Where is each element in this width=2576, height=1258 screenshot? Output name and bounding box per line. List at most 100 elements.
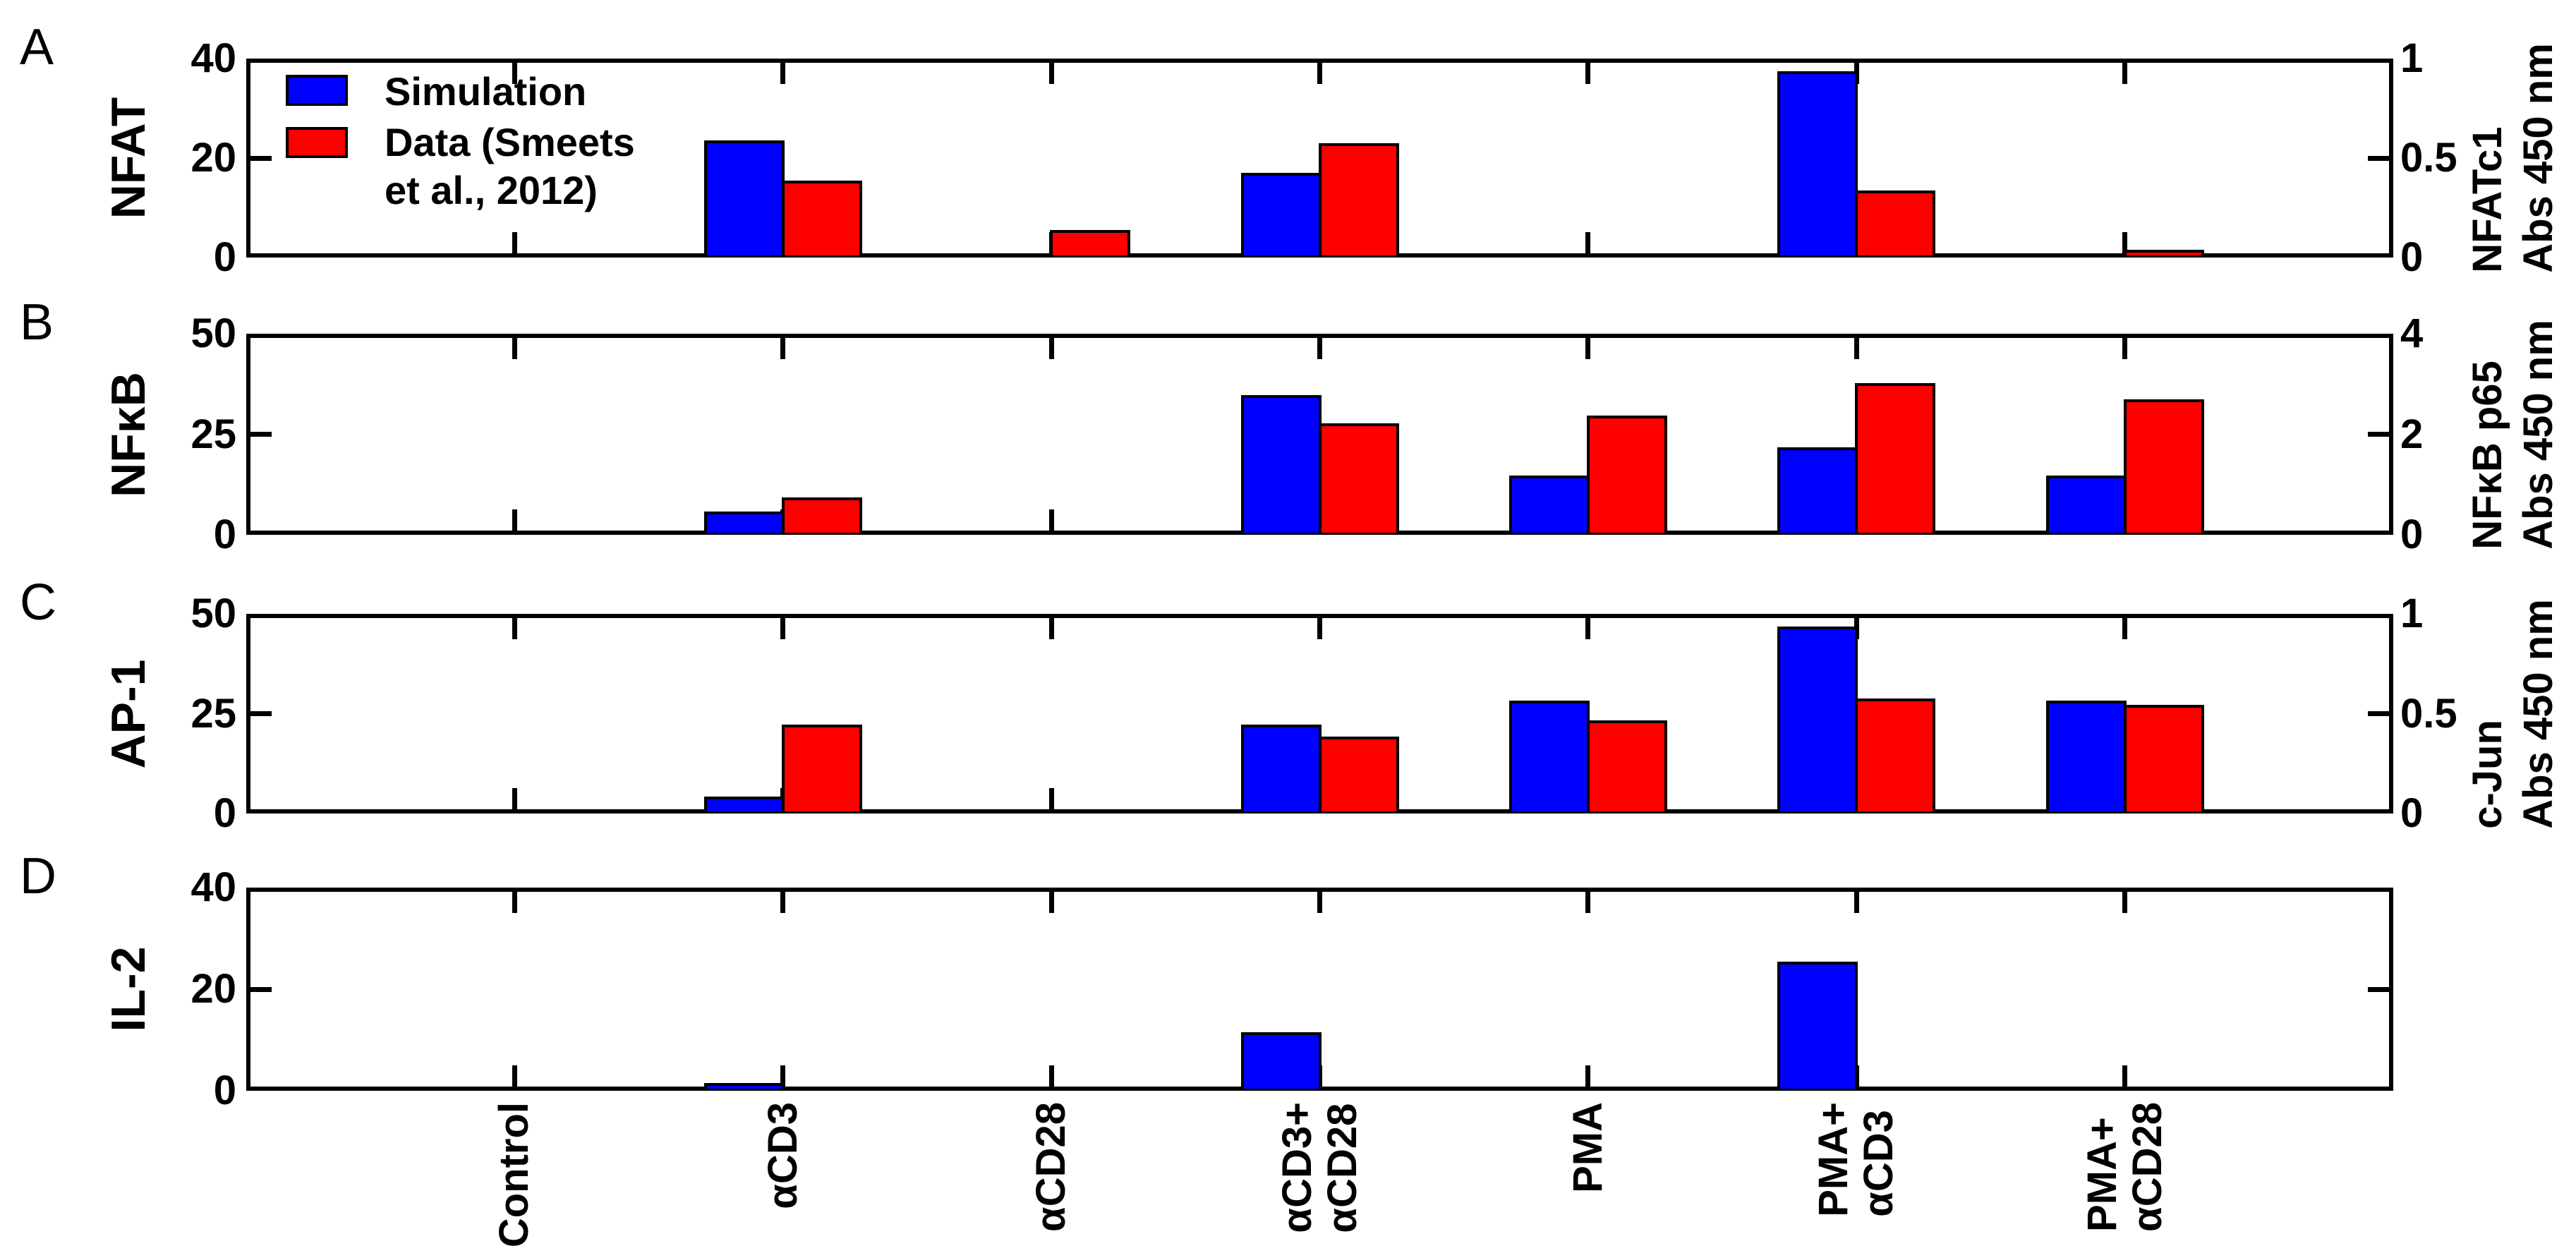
sim-bar-a-2 [703, 140, 785, 255]
panel-c-xtick-top [512, 618, 517, 639]
panel-b-right-ytick-2: 2 [2400, 411, 2424, 457]
panel-d-xtick-top [1585, 892, 1591, 913]
panel-c-letter: C [20, 574, 56, 631]
legend-label-data-line2: et al., 2012) [385, 168, 598, 212]
legend-label-simulation-line1: Simulation [385, 69, 587, 114]
data-bar-a-2 [781, 181, 862, 255]
sim-bar-a-4 [1240, 173, 1322, 255]
panel-c-right-ytick-0: 0 [2400, 790, 2424, 836]
panel-b-xtick-top [2122, 338, 2128, 359]
panel-b-right-ytick-4: 4 [2400, 310, 2424, 356]
panel-b-frame [246, 334, 2393, 535]
panel-c-frame [246, 614, 2393, 814]
sim-bar-d-2 [703, 1083, 785, 1089]
data-bar-b-4 [1318, 423, 1399, 533]
panel-d-xtick-top [512, 892, 517, 913]
data-bar-b-7 [2123, 399, 2204, 533]
panel-c-right-ytick-1: 1 [2400, 591, 2424, 636]
data-bar-c-5 [1586, 720, 1667, 811]
x-axis-label-6: PMA+ αCD3 [1810, 1102, 1902, 1217]
panel-d-xtick-bottom [780, 1065, 786, 1087]
sim-bar-b-5 [1508, 476, 1590, 533]
sim-bar-c-7 [2045, 701, 2127, 811]
panel-c-ytick-0: 0 [213, 790, 236, 836]
data-bar-c-2 [781, 725, 862, 811]
panel-b-right-midtick [2368, 432, 2389, 437]
panel-a-right-ytick-0: 0 [2400, 234, 2424, 280]
panel-d-letter: D [20, 848, 56, 905]
panel-a-ytick-40: 40 [191, 35, 236, 81]
x-axis-label-5: PMA [1564, 1102, 1611, 1193]
panel-b-ytick-25: 25 [191, 411, 236, 457]
panel-d-xtick-bottom [512, 1065, 517, 1087]
panel-c-ytick-50: 50 [191, 591, 236, 636]
sim-bar-c-4 [1240, 725, 1322, 811]
panel-b-right-axis-label: NFκB p65 Abs 450 nm [2465, 319, 2561, 550]
data-bar-b-2 [781, 497, 862, 533]
panel-a-right-midtick [2368, 155, 2389, 161]
panel-c-xtick-top [1048, 618, 1054, 639]
panel-a-xtick-top [512, 63, 517, 84]
panel-b-xtick-top [1317, 338, 1322, 359]
panel-a-xtick-top [1585, 63, 1591, 84]
panel-a-right-ytick-0.5: 0.5 [2400, 135, 2457, 181]
sim-bar-c-5 [1508, 701, 1590, 811]
panel-d-ytick-20: 20 [191, 966, 236, 1012]
panel-b-right-ytick-0: 0 [2400, 512, 2424, 557]
x-axis-label-7: PMA+ αCD28 [2079, 1102, 2170, 1232]
panel-a-right-ytick-1: 1 [2400, 35, 2424, 81]
panel-a-xtick-bottom [1585, 232, 1591, 253]
panel-d-ytick-40: 40 [191, 864, 236, 910]
panel-d-xtick-bottom [2122, 1065, 2128, 1087]
panel-d-left-midtick [250, 986, 272, 992]
panel-d-frame [246, 888, 2393, 1091]
panel-c-xtick-top [1585, 618, 1591, 639]
panel-d-xtick-bottom [1048, 1065, 1054, 1087]
panel-c-xtick-bottom [1048, 788, 1054, 809]
data-bar-c-4 [1318, 737, 1399, 811]
panel-c-right-midtick [2368, 711, 2389, 716]
panel-d-xtick-top [1317, 892, 1322, 913]
data-bar-a-6 [1855, 190, 1936, 255]
sim-bar-b-6 [1777, 447, 1858, 533]
data-bar-a-4 [1318, 143, 1399, 255]
data-bar-b-6 [1855, 383, 1936, 533]
legend-swatch-simulation [286, 75, 348, 106]
x-axis-label-4: αCD3+ αCD28 [1274, 1102, 1365, 1233]
panel-a-right-axis-label: NFATc1 Abs 450 nm [2465, 43, 2561, 273]
sim-bar-d-4 [1240, 1032, 1322, 1089]
panel-a-frame [246, 59, 2393, 258]
panel-a-letter: A [20, 19, 54, 75]
panel-d-xtick-top [780, 892, 786, 913]
sim-bar-b-2 [703, 512, 785, 533]
panel-c-xtick-top [2122, 618, 2128, 639]
panel-b-left-midtick [250, 432, 272, 437]
data-bar-b-5 [1586, 416, 1667, 533]
data-bar-a-7 [2123, 250, 2204, 255]
panel-b-letter: B [20, 294, 54, 351]
panel-a-xtick-bottom [2122, 232, 2128, 253]
panel-c-left-midtick [250, 711, 272, 716]
panel-d-xtick-bottom [1585, 1065, 1591, 1087]
sim-bar-c-2 [703, 797, 785, 811]
panel-c-xtick-top [780, 618, 786, 639]
panel-d-right-midtick [2368, 986, 2389, 992]
sim-bar-d-6 [1777, 962, 1858, 1089]
data-bar-c-7 [2123, 705, 2204, 811]
panel-b-xtick-top [1585, 338, 1591, 359]
legend-label-data-line1: Data (Smeets [385, 120, 635, 164]
panel-c-right-axis-label: c-Jun Abs 450 nm [2465, 598, 2561, 829]
panel-a-xtick-bottom [512, 232, 517, 253]
panel-b-xtick-bottom [1048, 509, 1054, 531]
panel-c-xtick-bottom [512, 788, 517, 809]
panel-d-xtick-top [1854, 892, 1859, 913]
panel-a-ytick-0: 0 [213, 234, 236, 280]
x-axis-label-1: Control [491, 1102, 538, 1248]
data-bar-c-6 [1855, 698, 1936, 811]
panel-b-xtick-top [1854, 338, 1859, 359]
x-axis-label-2: αCD3 [759, 1102, 806, 1209]
panel-a-left-midtick [250, 155, 272, 161]
panel-b-ytick-50: 50 [191, 310, 236, 356]
panel-d-xtick-top [2122, 892, 2128, 913]
